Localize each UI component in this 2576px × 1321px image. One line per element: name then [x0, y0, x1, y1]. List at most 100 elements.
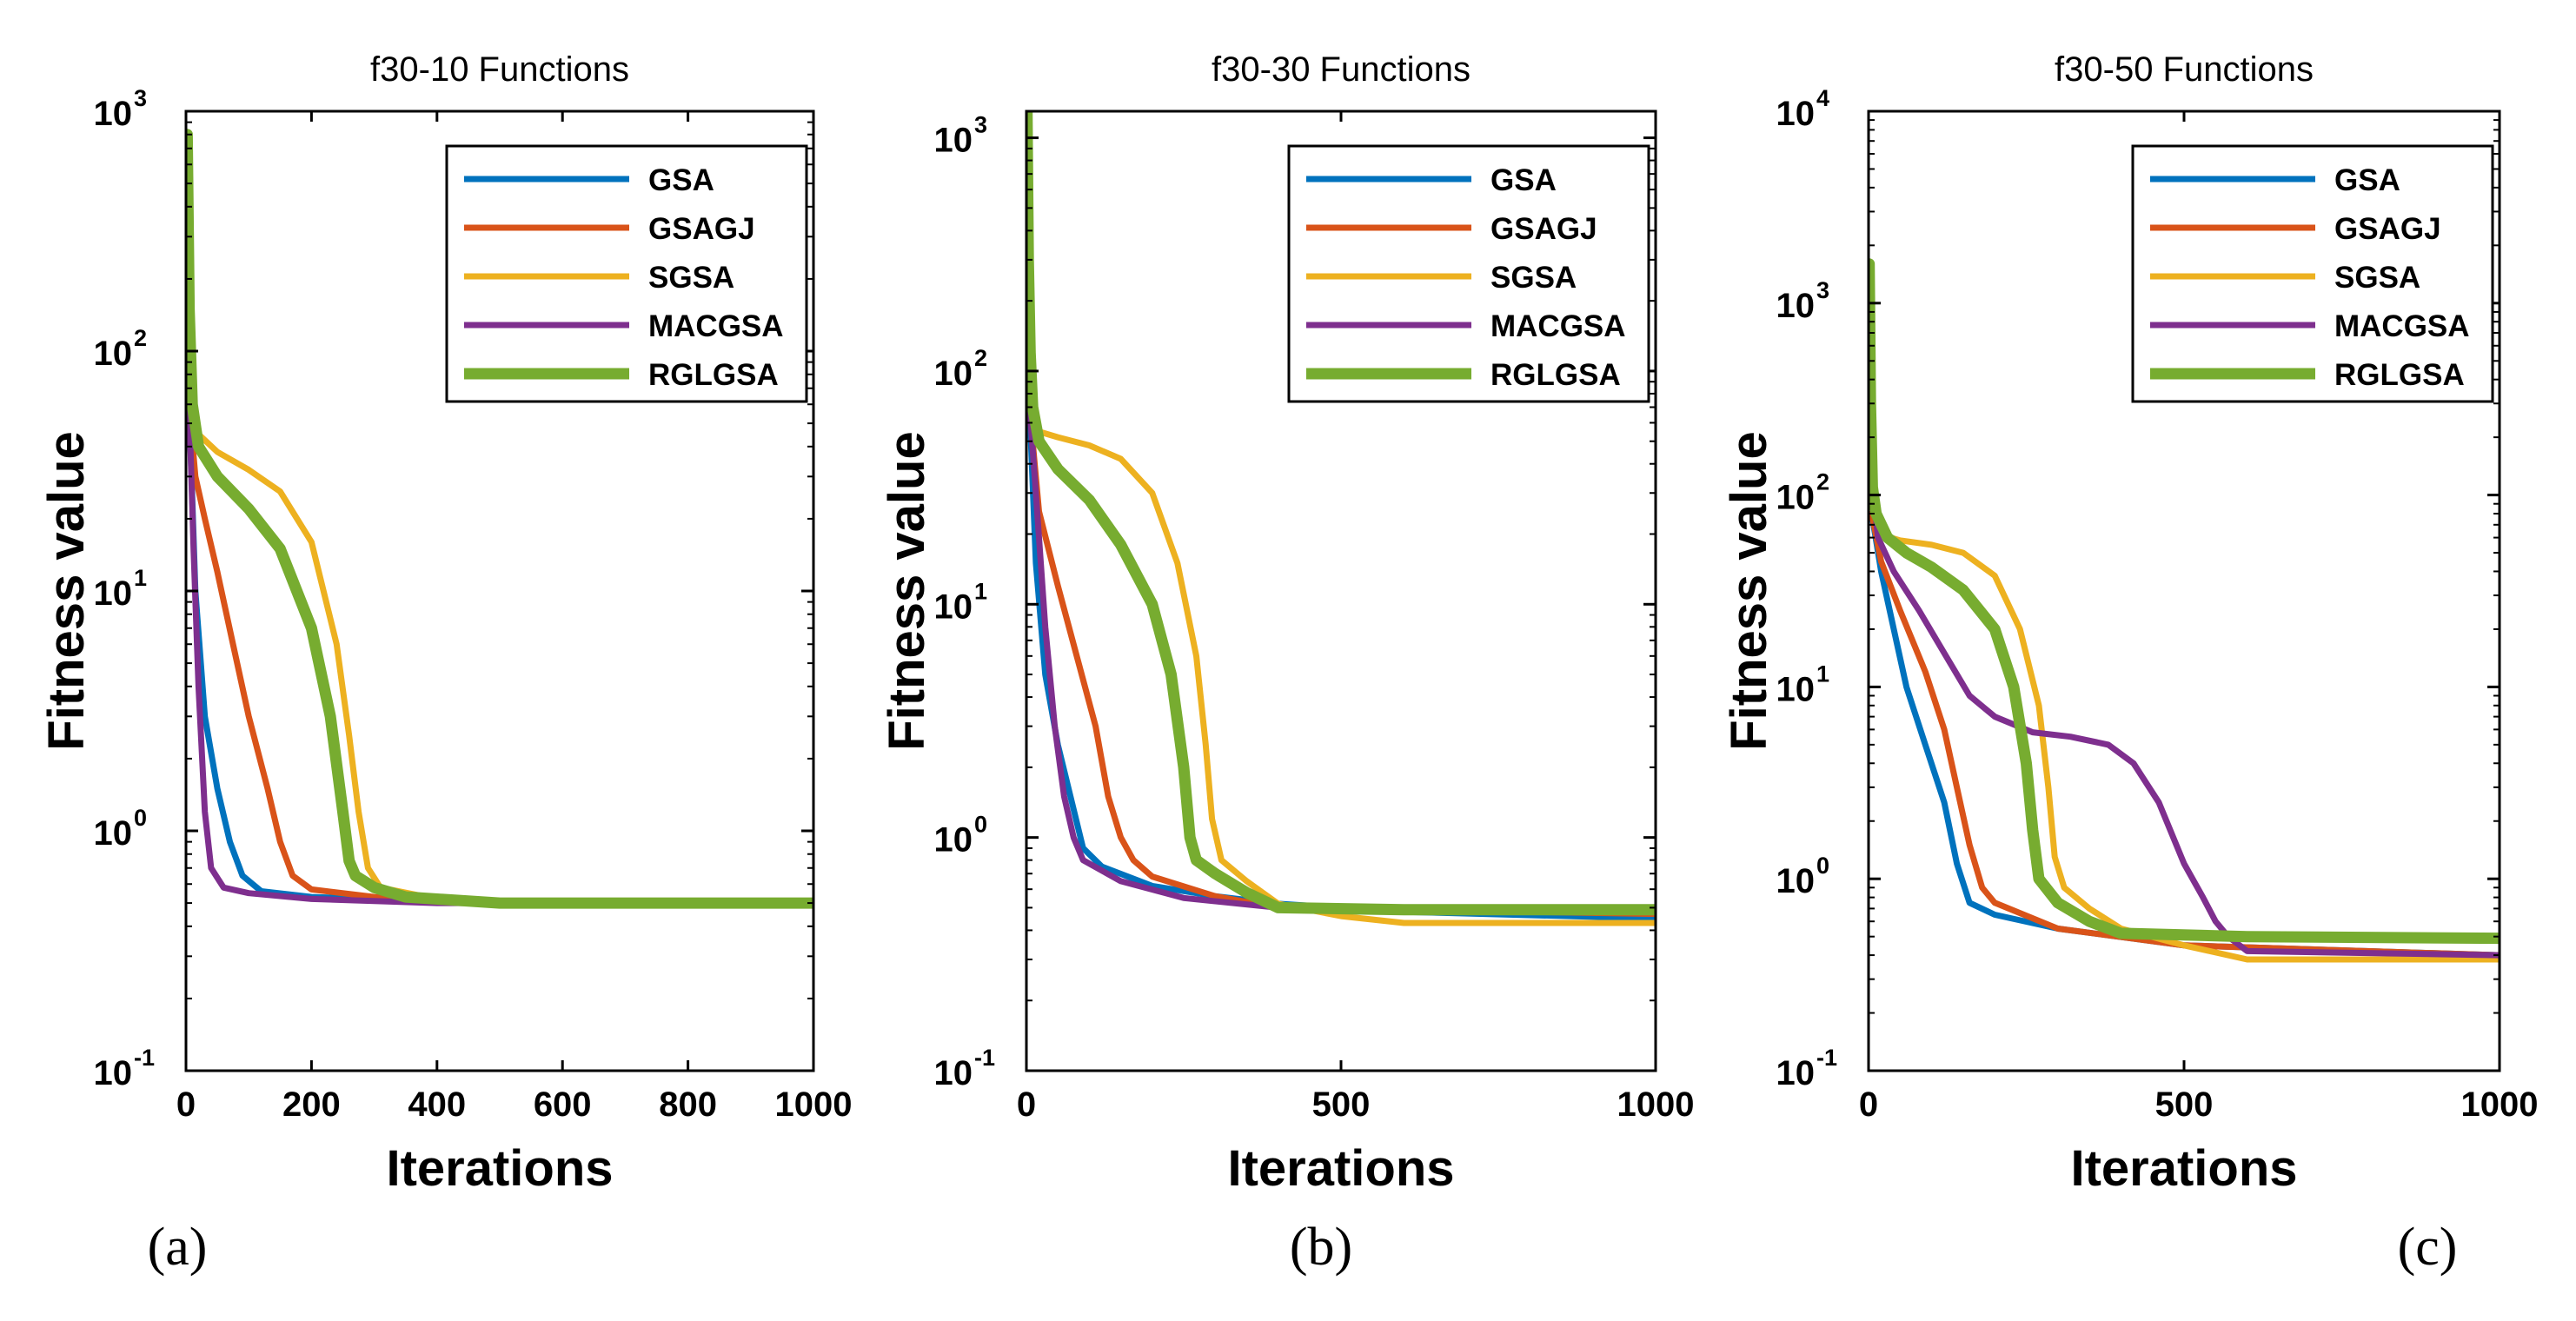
y-axis-label: Fitness value [879, 431, 935, 750]
y-tick-exponent: 3 [1816, 277, 1829, 303]
y-tick-exponent: 0 [1816, 853, 1829, 879]
y-tick-label: 10 3 [934, 112, 988, 160]
series-line-sgsa [186, 371, 813, 906]
legend-label: MACGSA [1490, 309, 1626, 343]
x-tick-label: 1000 [1617, 1085, 1695, 1124]
legend-item-rglgsa: RGLGSA [2150, 358, 2465, 392]
legend-item-sgsa: SGSA [2150, 261, 2420, 295]
legend-label: SGSA [2334, 261, 2420, 295]
y-tick-exponent: -1 [1816, 1045, 1837, 1071]
x-tick-label: 1000 [2461, 1085, 2539, 1124]
y-tick-exponent: 0 [134, 805, 147, 831]
y-tick-label: 10 2 [1776, 469, 1830, 517]
series-lines [1869, 258, 2500, 963]
series-line-rglgsa [1869, 258, 2500, 945]
x-tick-label: 0 [1859, 1085, 1878, 1124]
series-line-rglgsa [1026, 111, 1656, 916]
y-tick-exponent: 3 [134, 85, 147, 111]
x-tick-label: 800 [659, 1085, 717, 1124]
y-tick-label: 10 0 [1776, 853, 1830, 900]
x-axis-label: Iterations [386, 1140, 613, 1197]
legend-item-macgsa: MACGSA [1306, 309, 1626, 343]
legend-label: RGLGSA [2334, 358, 2465, 392]
y-tick-base: 10 [94, 1054, 133, 1092]
y-tick-base: 10 [94, 814, 133, 853]
y-axis-label: Fitness value [1721, 431, 1777, 750]
legend-label: RGLGSA [1490, 358, 1621, 392]
legend-label: SGSA [648, 261, 734, 295]
legend-item-gsa: GSA [2150, 163, 2400, 197]
series-line-rglgsa [186, 129, 813, 909]
y-tick-exponent: 4 [1816, 85, 1829, 111]
y-tick-exponent: 2 [974, 345, 987, 371]
y-tick-label: 10 3 [94, 85, 148, 133]
y-tick-exponent: -1 [974, 1045, 995, 1071]
legend: GSA GSAGJ SGSA MACGSA RGLGSA [1287, 144, 1650, 403]
y-tick-label: 10 1 [94, 565, 148, 613]
chart-title: f30-50 Functions [2055, 50, 2314, 89]
legend-item-gsa: GSA [1306, 163, 1557, 197]
y-tick-label: 10 -1 [934, 1045, 996, 1092]
y-tick-base: 10 [1776, 1054, 1816, 1092]
y-tick-base: 10 [934, 1054, 973, 1092]
y-tick-base: 10 [934, 122, 973, 160]
y-tick-base: 10 [1776, 95, 1816, 133]
legend-label: GSAGJ [1490, 212, 1597, 246]
y-tick-exponent: 2 [134, 325, 147, 351]
legend-label: MACGSA [2334, 309, 2470, 343]
x-tick-label: 200 [282, 1085, 341, 1124]
y-tick-base: 10 [934, 355, 973, 393]
y-tick-label: 10 -1 [1776, 1045, 1838, 1092]
series-line-gsagj [1869, 510, 2500, 959]
series-line-gsagj [1026, 404, 1656, 918]
series-line-gsa [1869, 510, 2500, 959]
y-tick-exponent: 0 [974, 812, 987, 838]
x-tick-label: 500 [2155, 1085, 2214, 1124]
series-line-macgsa [1869, 300, 2500, 959]
y-tick-base: 10 [94, 574, 133, 613]
x-axis-label: Iterations [2070, 1140, 2297, 1197]
legend-item-gsagj: GSAGJ [2150, 212, 2441, 246]
y-tick-label: 10 0 [934, 812, 988, 860]
y-tick-base: 10 [1776, 479, 1816, 517]
y-tick-base: 10 [934, 821, 973, 860]
legend-label: SGSA [1490, 261, 1577, 295]
chart-title: f30-30 Functions [1212, 50, 1471, 89]
series-lines [186, 129, 813, 909]
y-tick-label: 10 3 [1776, 277, 1830, 325]
y-tick-label: 10 1 [1776, 660, 1830, 708]
x-tick-label: 0 [176, 1085, 196, 1124]
legend-item-macgsa: MACGSA [2150, 309, 2470, 343]
x-tick-label: 0 [1017, 1085, 1036, 1124]
y-tick-label: 10 4 [1776, 85, 1830, 133]
y-tick-exponent: 1 [1816, 660, 1829, 687]
panel-label: (a) [148, 1218, 208, 1277]
y-tick-exponent: 3 [974, 112, 987, 138]
x-tick-label: 400 [408, 1085, 466, 1124]
y-tick-base: 10 [1776, 862, 1816, 900]
y-tick-label: 10 0 [94, 805, 148, 853]
series-line-macgsa [1026, 404, 1656, 915]
series-line-gsagj [186, 401, 813, 906]
y-tick-label: 10 2 [934, 345, 988, 393]
legend-item-gsagj: GSAGJ [464, 212, 755, 246]
y-tick-label: 10 -1 [94, 1045, 156, 1092]
series-lines [1026, 111, 1656, 926]
chart-title: f30-10 Functions [370, 50, 629, 89]
x-tick-label: 500 [1312, 1085, 1371, 1124]
y-tick-base: 10 [94, 335, 133, 373]
x-tick-label: 600 [534, 1085, 592, 1124]
legend-item-gsagj: GSAGJ [1306, 212, 1597, 246]
y-tick-base: 10 [94, 95, 133, 133]
y-tick-exponent: 1 [134, 565, 147, 591]
legend-item-sgsa: SGSA [1306, 261, 1577, 295]
y-tick-label: 10 2 [94, 325, 148, 373]
y-tick-exponent: 2 [1816, 469, 1829, 495]
legend: GSA GSAGJ SGSA MACGSA RGLGSA [445, 144, 808, 403]
legend-label: GSA [1490, 163, 1557, 197]
legend-label: GSAGJ [2334, 212, 2441, 246]
